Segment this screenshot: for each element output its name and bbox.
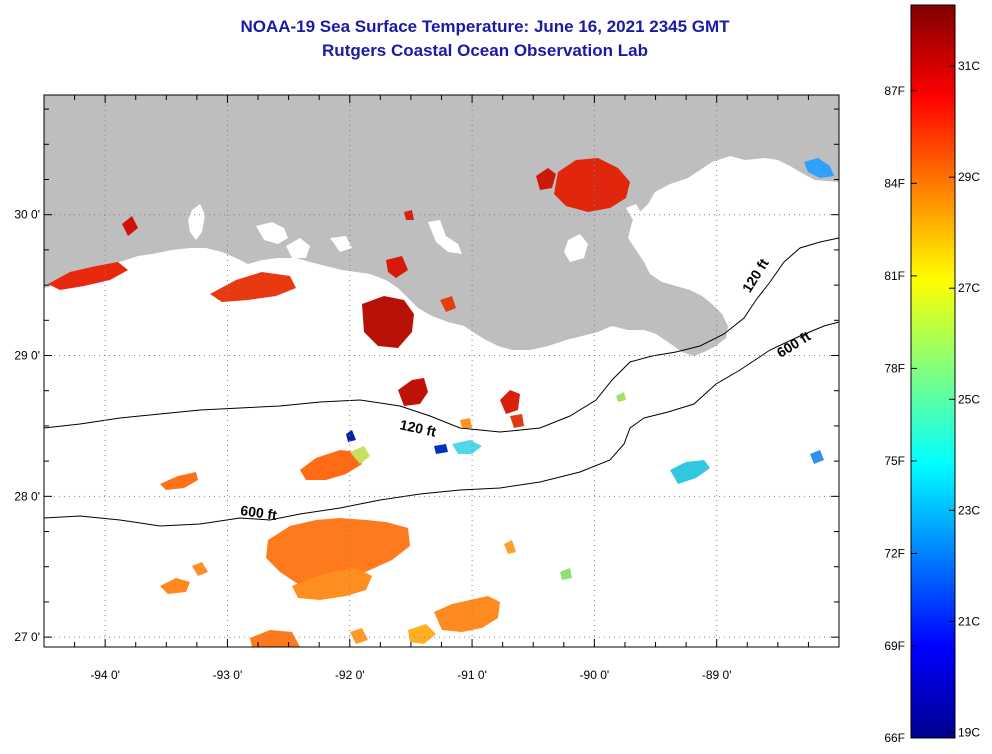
sst-patch — [160, 578, 190, 594]
lake — [626, 204, 642, 222]
sst-patch — [670, 460, 710, 484]
colorbar-label-f: 69F — [884, 639, 905, 653]
colorbar-label-c: 25C — [958, 392, 980, 406]
longitude-tick-label: -90 0' — [580, 668, 610, 682]
sst-patch — [434, 444, 448, 454]
sst-patch — [250, 630, 300, 647]
longitude-tick-label: -91 0' — [457, 668, 487, 682]
sst-patch — [210, 272, 296, 302]
contour-120ft — [44, 237, 839, 433]
sst-patch — [554, 158, 630, 212]
latitude-tick-label: 30 0' — [14, 208, 40, 222]
sst-patch — [192, 562, 208, 576]
lake — [286, 238, 310, 258]
sst-patch — [386, 256, 408, 278]
sst-patch — [810, 450, 824, 464]
colorbar-label-c: 27C — [958, 281, 980, 295]
latitude-tick-label: 29 0' — [14, 349, 40, 363]
colorbar-label-c: 23C — [958, 503, 980, 517]
colorbar-label-f: 72F — [884, 547, 905, 561]
sst-patch — [122, 216, 138, 236]
longitude-tick-label: -93 0' — [213, 668, 243, 682]
colorbar-label-c: 29C — [958, 170, 980, 184]
lake — [428, 220, 462, 254]
longitude-tick-label: -92 0' — [335, 668, 365, 682]
colorbar-label-f: 75F — [884, 454, 905, 468]
sst-patch — [266, 518, 410, 586]
contour-label: 600 ft — [240, 502, 279, 523]
colorbar — [910, 4, 956, 739]
sst-patch — [346, 430, 356, 442]
lake — [188, 204, 205, 240]
map-title: NOAA-19 Sea Surface Temperature: June 16… — [240, 17, 730, 36]
lake — [564, 234, 588, 262]
colorbar-label-c: 19C — [958, 725, 980, 739]
sst-patch — [160, 472, 198, 490]
colorbar-label-f: 81F — [884, 269, 905, 283]
lake — [256, 222, 288, 244]
sst-patch — [440, 296, 456, 312]
sst-patch — [362, 296, 414, 348]
sst-patch — [292, 568, 372, 600]
colorbar-label-f: 87F — [884, 84, 905, 98]
colorbar-label-f: 66F — [884, 731, 905, 745]
colorbar-label-c: 31C — [958, 59, 980, 73]
latitude-tick-label: 28 0' — [14, 489, 40, 503]
map-subtitle: Rutgers Coastal Ocean Observation Lab — [322, 41, 648, 60]
sst-patch — [616, 392, 626, 402]
sst-patch — [434, 596, 500, 632]
lake — [662, 216, 680, 230]
latitude-tick-label: 27 0' — [14, 630, 40, 644]
sst-patch — [300, 450, 362, 480]
sst-patch — [804, 158, 834, 178]
contour-label: 120 ft — [399, 416, 438, 439]
lake — [330, 236, 352, 252]
sst-patch — [398, 378, 428, 406]
contour-600ft — [44, 321, 839, 527]
sst-patch — [48, 262, 128, 290]
longitude-tick-label: -89 0' — [702, 668, 732, 682]
sst-patch — [504, 540, 516, 554]
sst-patch — [452, 440, 482, 454]
sst-patch — [350, 628, 368, 644]
longitude-tick-label: -94 0' — [90, 668, 120, 682]
sst-patch — [350, 446, 370, 464]
colorbar-label-f: 78F — [884, 361, 905, 375]
sst-patch — [536, 168, 556, 190]
colorbar-label-f: 84F — [884, 176, 905, 190]
sst-patch — [510, 414, 524, 428]
colorbar-label-c: 21C — [958, 614, 980, 628]
sst-patch — [560, 568, 572, 580]
sst-patch — [500, 390, 520, 414]
sst-patch — [460, 418, 472, 428]
sst-patch — [408, 624, 436, 644]
